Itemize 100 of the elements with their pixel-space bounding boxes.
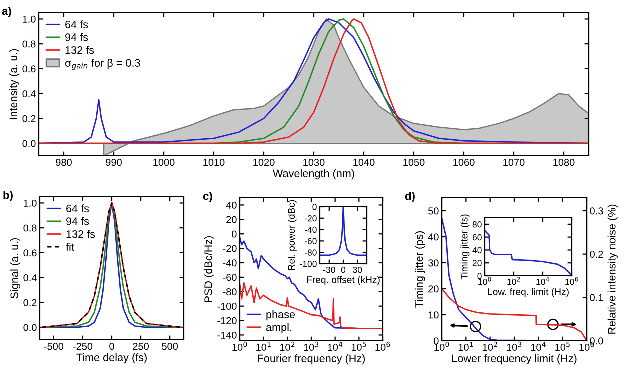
y-tick-label: 0.6 — [22, 66, 36, 73]
y-tick-label: 0.2 — [24, 299, 37, 306]
legend-label: 64 fs — [66, 20, 88, 29]
x-axis-title: Freq. offset (kHz) — [307, 276, 380, 286]
x-tick-label: 10$^{5}$ — [352, 342, 366, 352]
x-tick-label: -30 — [323, 267, 336, 274]
y-tick-label: 40 — [226, 202, 237, 209]
y-tick-label: -20 — [223, 245, 237, 252]
legend-label: 132 fs — [66, 46, 94, 54]
y-tick-label: -80 — [304, 250, 317, 256]
x-tick-label: 1070 — [504, 159, 525, 166]
x-tick-label: 10$^{5}$ — [556, 342, 570, 352]
y-tick-label: 20 — [226, 216, 237, 224]
y-tick-label: 10 — [428, 312, 439, 319]
x-tick-label: 10$^{4}$ — [536, 277, 550, 286]
x-tick-label: 10$^{3}$ — [304, 342, 319, 352]
chart-title: d) — [405, 192, 415, 202]
x-tick-label: 10$^{4}$ — [531, 342, 546, 352]
x-tick-label: 10$^{2}$ — [508, 277, 520, 286]
y2-tick-label: 0.3 — [590, 208, 604, 215]
x-axis-title: Low. freq. limit (Hz) — [488, 288, 569, 298]
x-tick-label: 0 — [110, 343, 114, 350]
legend-label: 94 fs — [66, 217, 90, 226]
x-tick-label: 980 — [56, 159, 72, 166]
chart-title: a) — [2, 7, 12, 18]
x-tick-label: -250 — [73, 343, 93, 350]
y-tick-label: 0.8 — [22, 40, 36, 48]
legend-label: fit — [66, 243, 74, 251]
y-tick-label: 0.0 — [22, 140, 36, 148]
legend-label: ampl. — [266, 323, 292, 334]
y-tick-label: -120 — [218, 317, 237, 324]
x-tick-label: 10$^{6}$ — [376, 342, 390, 352]
y-axis-title: Timing jitter (fs) — [460, 214, 470, 280]
y-tick-label: -60 — [304, 238, 317, 244]
x-tick-label: 1030 — [304, 159, 325, 166]
y2-tick-label: 0.1 — [590, 294, 604, 302]
x-tick-label: 1040 — [354, 159, 375, 166]
y-tick-label: 0.4 — [22, 90, 36, 98]
y-tick-label: 20 — [472, 260, 482, 266]
y-tick-label: 0.8 — [24, 224, 37, 232]
y-tick-label: -100 — [218, 302, 237, 310]
chart-title: c) — [203, 192, 212, 202]
y-tick-label: 40 — [428, 234, 439, 241]
x-axis-title: Wavelength (nm) — [273, 169, 354, 180]
y2-tick-label: 0.2 — [590, 250, 604, 258]
x-tick-label: 990 — [106, 159, 122, 166]
y-tick-label: -100 — [300, 261, 317, 268]
x-tick-label: 10$^{1}$ — [458, 342, 474, 352]
y-tick-label: -60 — [223, 274, 237, 282]
y-tick-label: 0 — [312, 204, 317, 210]
y-tick-label: 0.6 — [24, 250, 37, 257]
y-tick-label: 50 — [428, 208, 439, 215]
x-tick-label: 1010 — [204, 159, 225, 166]
x-tick-label: 1080 — [554, 159, 575, 166]
y-tick-label: 80 — [472, 222, 482, 228]
y-tick-label: 0 — [478, 273, 482, 280]
x-tick-label: 1060 — [454, 159, 475, 166]
x-tick-label: 250 — [133, 343, 149, 350]
legend-label: 132 fs — [66, 230, 96, 238]
x-tick-label: 10$^{4}$ — [328, 342, 343, 352]
y-tick-label: -40 — [223, 260, 237, 267]
x-tick-label: -500 — [44, 343, 64, 350]
legend-label: phase — [266, 310, 296, 321]
y-tick-label: 20 — [428, 286, 439, 293]
x-tick-label: 0 — [341, 267, 346, 274]
legend-label: σ$_{gain}$ for β = 0.3 — [65, 59, 140, 70]
y-axis-title: Timing jitter (ps) — [415, 232, 426, 308]
y-tick-label: -140 — [218, 332, 237, 339]
y-tick-label: 40 — [472, 247, 482, 254]
x-tick-label: 10$^{0}$ — [478, 277, 492, 286]
y-tick-label: -40 — [304, 226, 317, 234]
y-tick-label: -20 — [304, 215, 317, 222]
x-tick-label: 10$^{0}$ — [232, 342, 248, 352]
y-tick-label: 0.0 — [24, 324, 37, 332]
y-axis-title: Intensity (a. u.) — [9, 49, 20, 120]
legend-label: 94 fs — [66, 33, 88, 42]
y-tick-label: 60 — [472, 234, 482, 241]
x-tick-label: 10$^{6}$ — [566, 277, 578, 286]
y-axis-title: Rel. power (dBc) — [288, 200, 297, 270]
x-tick-label: 10$^{2}$ — [280, 342, 295, 352]
y-axis-title: PSD (dBc/Hz) — [204, 236, 214, 302]
y-axis-title: Signal (a. u.) — [10, 238, 21, 299]
chart-title: b) — [4, 191, 13, 202]
x-axis-title: Fourier frequency (Hz) — [258, 354, 366, 365]
x-tick-label: 10$^{1}$ — [256, 342, 271, 352]
y-tick-label: -80 — [223, 288, 237, 296]
x-axis-title: Time delay (fs) — [76, 353, 147, 364]
y-tick-label: 0 — [232, 230, 237, 238]
x-tick-label: 1050 — [404, 159, 425, 166]
x-tick-label: 10$^{2}$ — [483, 342, 498, 352]
x-tick-label: 1020 — [254, 159, 275, 166]
y-tick-label: 0.2 — [22, 115, 36, 122]
y-tick-label: 0.4 — [24, 274, 37, 282]
x-tick-label: 500 — [162, 343, 178, 350]
x-tick-label: 30 — [353, 267, 362, 274]
y2-axis-title: Relative intensity noise (%) — [608, 204, 618, 334]
y-tick-label: 1.0 — [23, 16, 36, 23]
x-tick-label: 1000 — [154, 159, 175, 166]
x-axis-title: Lower frequency limit (Hz) — [452, 354, 577, 365]
x-tick-label: 10$^{0}$ — [434, 342, 450, 352]
